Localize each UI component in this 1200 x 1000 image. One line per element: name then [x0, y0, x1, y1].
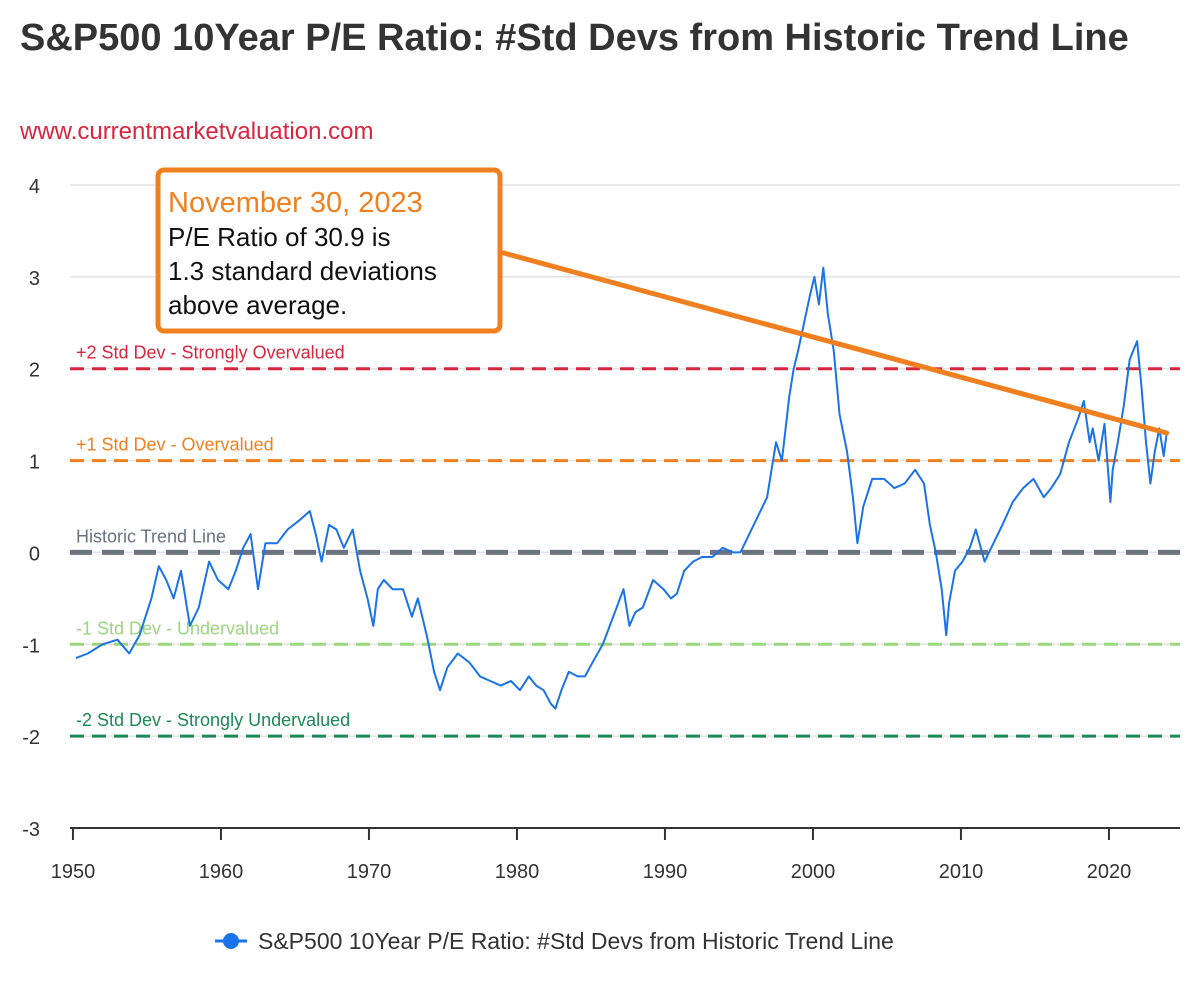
x-tick-label: 1990 — [643, 861, 688, 883]
x-tick-label: 1950 — [51, 861, 96, 883]
y-tick-label: -2 — [22, 727, 40, 749]
callout-pointer — [497, 249, 1170, 436]
x-tick-label: 1960 — [199, 861, 244, 883]
callout-date: November 30, 2023 — [168, 187, 423, 219]
legend-marker — [223, 933, 239, 949]
chart-title: S&P500 10Year P/E Ratio: #Std Devs from … — [20, 17, 1129, 59]
x-tick-label: 2000 — [791, 861, 836, 883]
legend-label: S&P500 10Year P/E Ratio: #Std Devs from … — [258, 928, 894, 954]
x-tick-label: 1980 — [495, 861, 540, 883]
y-tick-label: 3 — [29, 268, 40, 290]
y-tick-label: 0 — [29, 543, 40, 565]
data-series-line — [75, 266, 1168, 710]
source-link[interactable]: www.currentmarketvaluation.com — [20, 118, 374, 145]
reference-line-label: +1 Std Dev - Overvalued — [76, 435, 274, 455]
y-tick-label: -1 — [22, 635, 40, 657]
y-tick-label: 1 — [29, 452, 40, 474]
reference-line-label: +2 Std Dev - Strongly Overvalued — [76, 343, 345, 363]
x-tick-label: 1970 — [347, 861, 392, 883]
reference-line-label: -1 Std Dev - Undervalued — [76, 618, 279, 638]
callout-text-line: above average. — [168, 290, 347, 320]
y-tick-label: 4 — [29, 176, 40, 198]
reference-line-label: -2 Std Dev - Strongly Undervalued — [76, 710, 350, 730]
y-tick-label: 2 — [29, 360, 40, 382]
callout-text-line: 1.3 standard deviations — [168, 256, 437, 286]
y-tick-label: -3 — [22, 819, 40, 841]
reference-line-label: Historic Trend Line — [76, 526, 226, 546]
callout-text-line: P/E Ratio of 30.9 is — [168, 222, 391, 252]
callout-box — [155, 167, 503, 334]
x-tick-label: 2010 — [939, 861, 984, 883]
x-tick-label: 2020 — [1087, 861, 1132, 883]
